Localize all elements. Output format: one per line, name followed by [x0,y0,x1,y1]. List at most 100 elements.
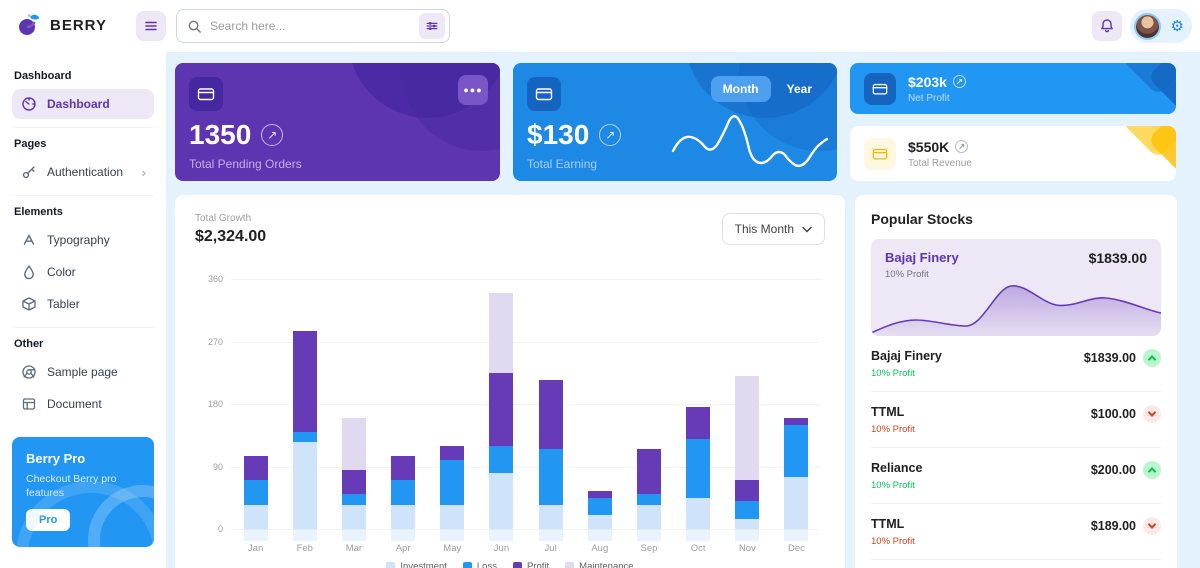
x-axis-label: Oct [690,543,706,554]
bar-reflection [587,529,612,541]
toggle-year[interactable]: Year [786,82,812,96]
bar-segment-investment [292,442,317,529]
divider [871,391,1161,392]
divider [12,127,154,128]
trend-arrow-icon: ↗ [955,140,969,153]
stock-profit: 10% Profit [871,368,915,379]
y-axis-tick: 360 [207,274,223,284]
bar-reflection [784,529,809,541]
sidebar-item-color[interactable]: Color [12,257,154,287]
y-axis-tick: 180 [207,399,223,409]
user-avatar [1134,12,1161,40]
legend-item-maintenance[interactable]: Maintenance [565,561,634,568]
chrome-icon [21,364,37,380]
document-icon [21,396,37,412]
period-toggle: Month Year [710,76,824,102]
bar-segment-loss [538,449,563,505]
bar-segment-investment [686,497,711,529]
legend-swatch [565,562,575,568]
x-axis-label: Jun [493,543,510,554]
legend-label: Loss [476,561,497,568]
x-axis-label: Feb [296,543,313,554]
sidebar-item-tabler[interactable]: Tabler [12,289,154,319]
search-input[interactable] [210,19,419,33]
legend-item-profit[interactable]: Profit [512,561,549,568]
bar-column: Sep [624,279,673,555]
bar-segment-loss [686,438,711,498]
bar-column: Jan [231,279,280,555]
gridline [231,404,821,405]
stock-list: Bajaj Finery 10% Profit $1839.00 TTML 10… [871,349,1161,568]
x-axis-label: Nov [738,543,756,554]
trend-badge [1143,349,1161,367]
trend-arrow-icon: ↗ [261,124,284,146]
sidebar-item-label: Dashboard [47,97,110,111]
bar-segment-investment [391,504,416,529]
bar-reflection [538,529,563,541]
stacked-bar [735,279,760,529]
stock-name: Bajaj Finery [871,349,942,363]
bar-segment-loss [489,445,514,474]
total-pending-orders-card: ●●● 1350 ↗ Total Pending Orders [175,63,500,181]
x-axis-label: Apr [395,543,411,554]
earning-label: Total Earning [527,157,598,171]
legend-label: Investment [400,561,447,568]
x-axis-label: May [443,543,462,554]
y-axis-tick: 270 [207,336,223,347]
bar-column: Aug [575,279,624,555]
credit-card-icon [864,137,896,170]
bar-segment-profit [735,480,760,502]
brand-logo[interactable]: BERRY [16,12,107,38]
earning-sparkline [671,115,829,168]
chevron-right-icon: › [141,164,146,180]
chevron-down-icon [802,226,812,233]
notifications-button[interactable] [1092,11,1122,41]
chevron-icon [1147,467,1157,476]
legend-item-investment[interactable]: Investment [386,561,447,568]
bar-column: Mar [329,279,378,555]
stock-profit: 10% Profit [871,536,915,547]
stock-profit: 10% Profit [871,480,915,491]
period-select[interactable]: This Month [721,213,825,245]
sidebar-item-typography[interactable]: Typography [12,225,154,255]
search-bar [176,9,450,43]
bar-segment-investment [636,504,661,529]
net-profit-card: $203k ↗ Net Profit [850,63,1176,114]
gear-icon: ⚙ [1170,17,1184,35]
search-settings-button[interactable] [419,13,445,39]
berry-logo-icon [16,12,42,38]
featured-stock-name: Bajaj Finery [885,250,959,265]
toggle-month[interactable]: Month [710,76,771,102]
bar-column: May [428,279,477,555]
total-revenue-card: $550K ↗ Total Revenue [850,126,1176,181]
total-earning-card: Month Year $130 ↗ Total Earning [513,63,837,181]
sidebar-item-dashboard[interactable]: Dashboard [12,89,154,119]
sidebar-item-sample-page[interactable]: Sample page [12,357,154,387]
bar-segment-loss [440,459,465,505]
app-header: BERRY [0,0,1200,52]
trend-badge [1143,461,1161,479]
gridline [231,341,821,343]
y-axis-tick: 0 [217,524,223,534]
sidebar-item-authentication[interactable]: Authentication › [12,157,154,187]
bar-segment-loss [341,494,366,505]
stacked-bar [587,279,612,529]
x-axis-label: Aug [591,543,609,554]
menu-toggle-button[interactable] [136,11,166,41]
profile-menu[interactable]: ⚙ [1130,9,1192,43]
stock-name: TTML [871,405,905,419]
stacked-bar [686,279,711,529]
legend-item-loss[interactable]: Loss [462,561,497,568]
card-menu-button[interactable]: ●●● [458,75,488,105]
bar-column: Nov [723,279,772,555]
stacked-bar [538,279,563,529]
sidebar-item-document[interactable]: Document [12,389,154,419]
bar-reflection [636,529,661,541]
stacked-bar [292,279,317,529]
divider [871,503,1161,504]
bar-segment-investment [341,504,366,529]
popular-stocks-panel: Popular Stocks Bajaj Finery 10% Profit $… [855,195,1177,568]
section-title-elements: Elements [14,206,63,218]
stacked-bar [391,279,416,529]
bar-segment-loss [735,501,760,519]
